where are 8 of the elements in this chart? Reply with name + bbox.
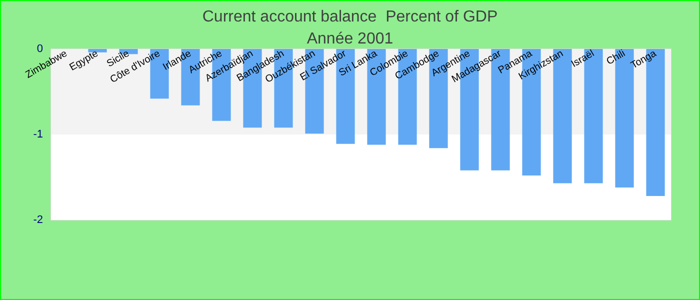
chart-title: Current account balance Percent of GDP — [202, 8, 498, 26]
x-tick-label: Tonga — [629, 48, 659, 72]
y-tick-label: -2 — [33, 214, 43, 226]
x-tick-label: Sicile — [105, 48, 132, 70]
x-tick-label: Chili — [604, 48, 628, 68]
y-tick-label: -1 — [33, 128, 43, 140]
chart-subtitle: Année 2001 — [306, 30, 394, 48]
y-tick-label: 0 — [36, 43, 43, 55]
